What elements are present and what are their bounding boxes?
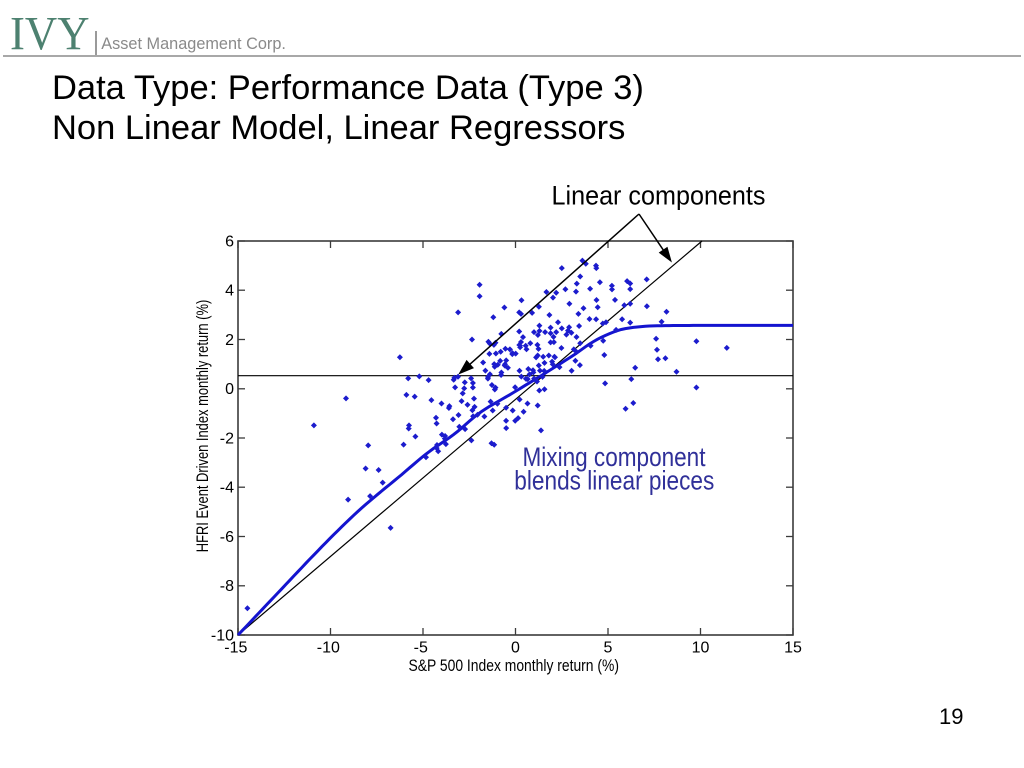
svg-text:Linear components: Linear components	[552, 181, 766, 211]
svg-text:-6: -6	[220, 529, 234, 546]
svg-text:10: 10	[692, 640, 710, 657]
svg-text:-5: -5	[414, 640, 428, 657]
svg-text:Asset Management Corp.: Asset Management Corp.	[101, 34, 286, 53]
svg-text:0: 0	[511, 640, 520, 657]
svg-text:-10: -10	[317, 640, 340, 657]
svg-text:0: 0	[225, 381, 234, 398]
svg-text:HFRI Event Driven Index monthl: HFRI Event Driven Index monthly return (…	[193, 300, 212, 553]
svg-text:4: 4	[225, 283, 234, 300]
svg-text:2: 2	[225, 332, 234, 349]
svg-text:S&P 500 Index monthly return (: S&P 500 Index monthly return (%)	[409, 656, 620, 675]
svg-text:-8: -8	[220, 578, 234, 595]
svg-text:Mixing component: Mixing component	[523, 442, 707, 472]
svg-text:6: 6	[225, 233, 234, 250]
svg-text:-2: -2	[220, 430, 234, 447]
svg-text:-15: -15	[224, 640, 247, 657]
svg-text:blends linear pieces: blends linear pieces	[514, 466, 714, 496]
svg-text:IVY: IVY	[10, 8, 90, 61]
svg-text:-10: -10	[211, 627, 234, 644]
svg-text:-4: -4	[220, 480, 234, 497]
svg-text:5: 5	[604, 640, 613, 657]
svg-text:15: 15	[784, 640, 802, 657]
